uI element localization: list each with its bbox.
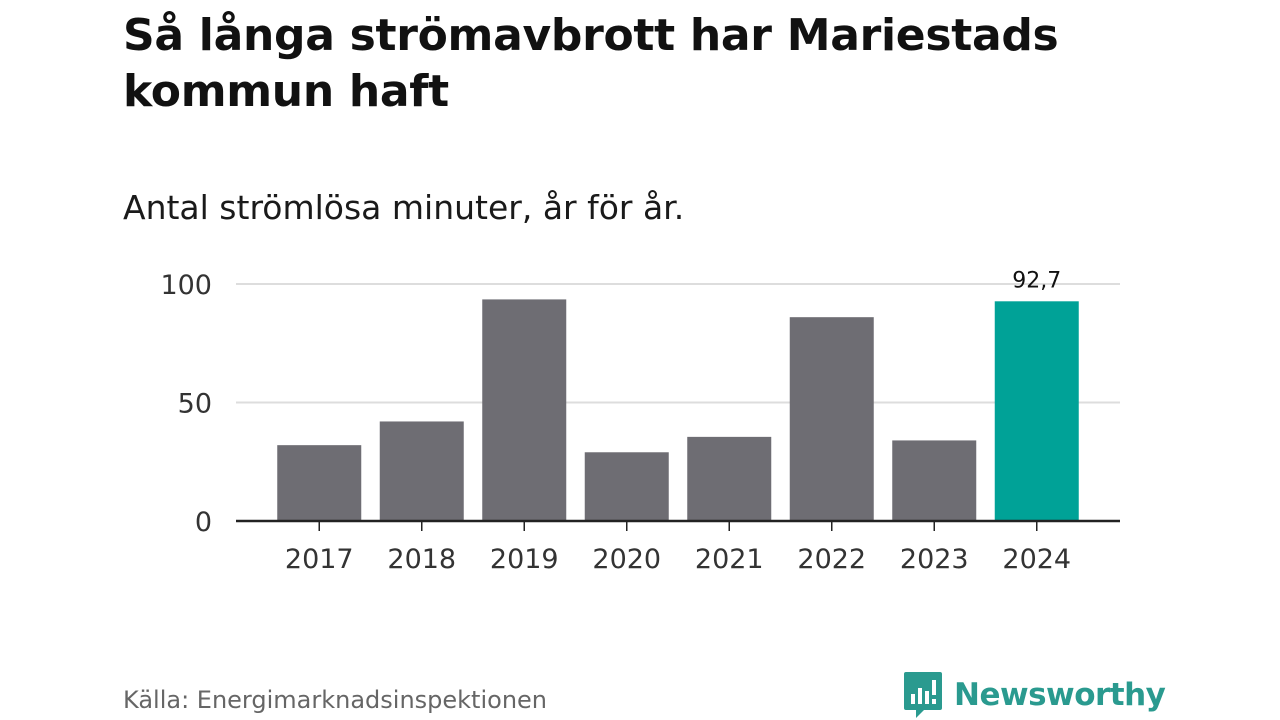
brand-name: Newsworthy — [954, 677, 1166, 713]
x-tick-label: 2023 — [900, 544, 969, 575]
x-tick-label: 2022 — [797, 544, 866, 575]
x-tick-label: 2020 — [592, 544, 661, 575]
x-axis-ticks: 2017 2018 2019 2020 2021 2022 2023 2024 — [236, 519, 1120, 575]
gridlines — [236, 283, 1120, 404]
x-tick-label: 2019 — [490, 544, 559, 575]
data-label: 92,7 — [1012, 268, 1061, 293]
x-tick-label: 2024 — [1002, 544, 1071, 575]
bar-2019 — [482, 299, 567, 521]
source-note: Källa: Energimarknadsinspektionen — [123, 686, 548, 714]
data-labels: 92,7 — [1012, 268, 1061, 293]
newsworthy-logo-icon — [904, 672, 942, 718]
bar-2018 — [379, 421, 464, 521]
chart-title: Så långa strömavbrott har Mariestads kom… — [123, 10, 1059, 117]
bar-2023 — [892, 440, 977, 521]
bar-2021 — [687, 436, 772, 521]
bar-2022 — [789, 317, 874, 521]
bar-2017 — [277, 445, 362, 521]
bar-chart: 0 50 100 92,7 2017 2018 2019 2020 2021 2022 2023… — [160, 268, 1120, 575]
y-tick-label: 50 — [178, 389, 212, 420]
brand-logo: Newsworthy — [902, 670, 1166, 720]
chart-subtitle: Antal strömlösa minuter, år för år. — [123, 188, 685, 227]
x-tick-label: 2017 — [285, 544, 354, 575]
y-tick-label: 100 — [160, 270, 212, 301]
bar-2024 — [994, 301, 1079, 521]
x-tick-label: 2021 — [695, 544, 764, 575]
y-axis-ticks: 0 50 100 — [160, 270, 212, 538]
bars — [277, 299, 1079, 521]
bar-2020 — [584, 452, 669, 521]
y-tick-label: 0 — [195, 507, 212, 538]
x-tick-label: 2018 — [387, 544, 456, 575]
